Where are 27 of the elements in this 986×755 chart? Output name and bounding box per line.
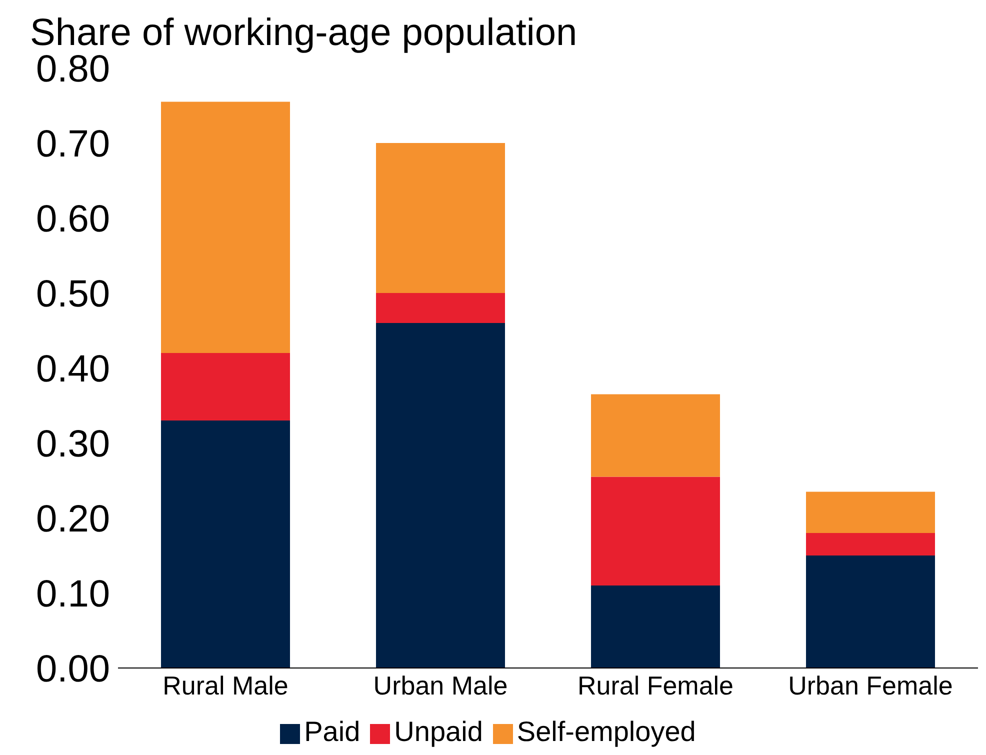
y-tick-label: 0.70 — [36, 123, 110, 166]
y-tick-label: 0.30 — [36, 423, 110, 466]
bar — [161, 420, 290, 668]
y-tick-label: 0.20 — [36, 498, 110, 540]
bar — [161, 353, 290, 420]
bar — [806, 556, 935, 668]
y-tick-label: 0.40 — [36, 348, 110, 390]
y-tick-label: 0.10 — [36, 573, 110, 616]
x-tick-label: Urban Female — [788, 670, 953, 700]
bar — [591, 476, 720, 586]
y-tick-label: 0.00 — [36, 648, 110, 690]
bar — [376, 143, 505, 293]
legend-label: Unpaid — [394, 716, 483, 747]
bar — [376, 293, 505, 323]
bar — [161, 102, 290, 353]
bar — [376, 323, 505, 668]
y-tick-label: 0.60 — [36, 198, 110, 240]
bar — [806, 533, 935, 556]
legend-label: Paid — [304, 716, 360, 747]
x-tick-label: Rural Female — [577, 670, 734, 700]
legend-label: Self-employed — [516, 716, 696, 747]
x-tick-label: Urban Male — [373, 670, 508, 700]
bar — [591, 394, 720, 477]
x-tick-label: Rural Male — [162, 670, 288, 700]
y-tick-label: 0.50 — [36, 273, 110, 316]
bar — [591, 586, 720, 668]
bar — [806, 492, 935, 533]
